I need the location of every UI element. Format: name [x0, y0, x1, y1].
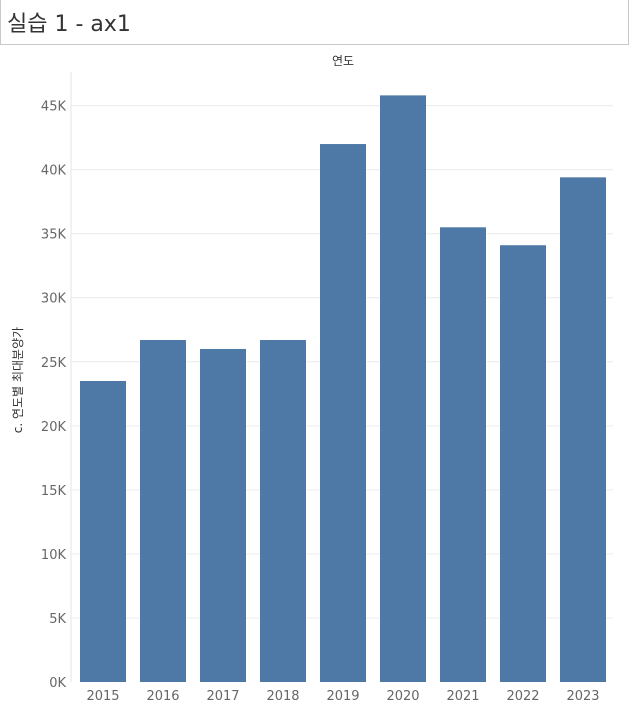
x-tick-label: 2020 [386, 689, 419, 704]
y-tick-label: 20K [41, 420, 67, 435]
y-tick-label: 45K [41, 100, 67, 115]
x-tick-label: 2016 [146, 689, 179, 704]
bar-2016[interactable] [140, 340, 186, 682]
x-tick-label: 2022 [506, 689, 539, 704]
bar-2020[interactable] [380, 95, 426, 682]
y-tick-label: 15K [41, 484, 67, 499]
y-tick-label: 35K [41, 228, 67, 243]
x-tick-label: 2021 [446, 689, 479, 704]
y-tick-label: 30K [41, 292, 67, 307]
y-tick-label: 40K [41, 164, 67, 179]
y-axis-ticks: 0K 5K 10K 15K 20K 25K 30K 35K 40K 45K [41, 100, 67, 691]
bar-2022[interactable] [500, 245, 546, 682]
bar-2018[interactable] [260, 340, 306, 682]
bars [80, 95, 606, 683]
x-tick-label: 2018 [266, 689, 299, 704]
column-header: 연도 [332, 54, 354, 68]
x-tick-label: 2017 [206, 689, 239, 704]
bar-2017[interactable] [200, 348, 246, 682]
x-tick-label: 2023 [566, 689, 599, 704]
x-axis-ticks: 2015 2016 2017 2018 2019 2020 2021 2022 2023 [86, 689, 599, 704]
bar-2015[interactable] [80, 381, 126, 682]
bar-2019[interactable] [320, 144, 366, 683]
sheet-title-bar: 실습 1 - ax1 [0, 0, 629, 45]
sheet-title: 실습 1 - ax1 [7, 12, 131, 37]
y-tick-label: 5K [49, 612, 66, 627]
bar-2023[interactable] [560, 177, 606, 683]
y-axis-title: c. 연도별 최대분양가 [11, 327, 25, 433]
y-tick-label: 10K [41, 548, 67, 563]
x-tick-label: 2015 [86, 689, 119, 704]
bar-2021[interactable] [440, 227, 486, 683]
y-tick-label: 0K [49, 676, 66, 691]
y-tick-label: 25K [41, 356, 67, 371]
x-tick-label: 2019 [326, 689, 359, 704]
